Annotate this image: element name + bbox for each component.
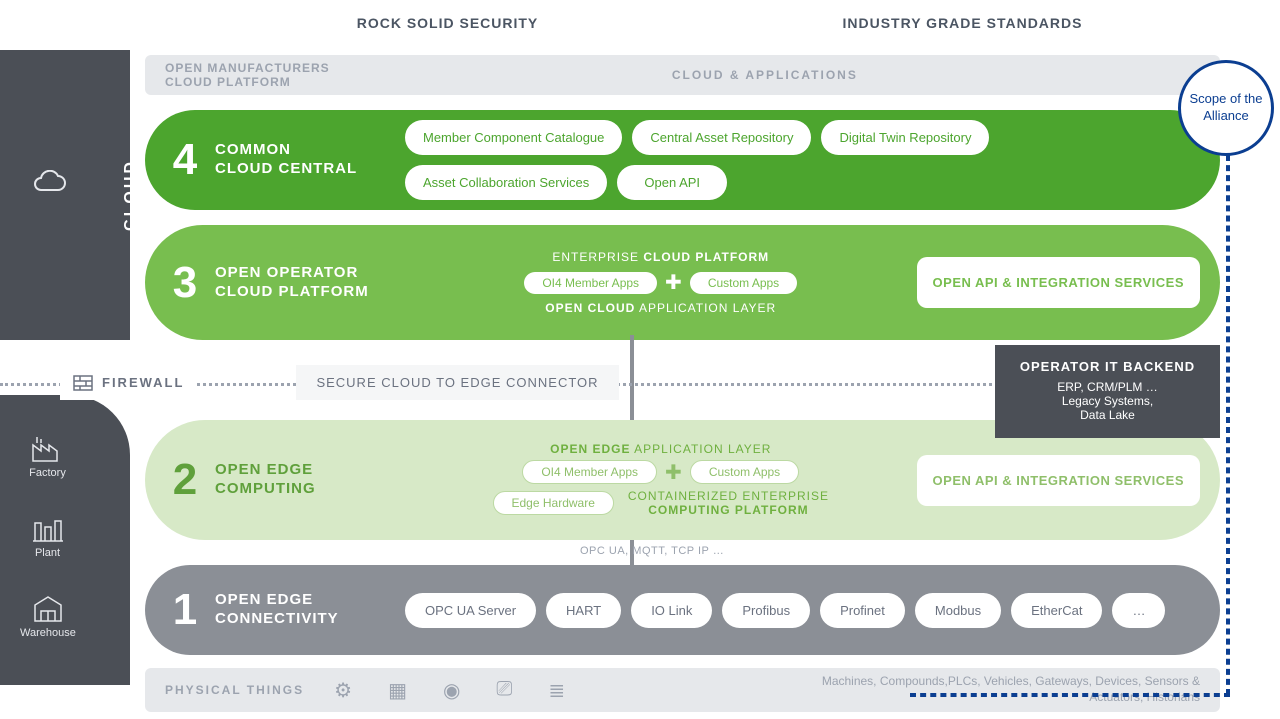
layer-4: 4 COMMON CLOUD CENTRAL Member Component … bbox=[145, 110, 1220, 210]
layer2-title: OPEN EDGE COMPUTING bbox=[215, 461, 405, 499]
device-icon: ⎚ bbox=[496, 678, 512, 703]
database-icon: ≣ bbox=[548, 678, 565, 703]
custom-apps-2: Custom Apps bbox=[690, 460, 799, 484]
it-backend-title: OPERATOR IT BACKEND bbox=[1011, 359, 1204, 374]
robot-arm-icon: ⚙ bbox=[334, 678, 352, 703]
layer2-mid: OPEN EDGE APPLICATION LAYER OI4 Member A… bbox=[405, 440, 917, 521]
rail-shop: Factory Plant Warehouse SHOP FLOOR bbox=[0, 395, 130, 685]
chip-ethercat: EtherCat bbox=[1011, 593, 1102, 628]
layer3-mid: ENTERPRISE CLOUD PLATFORM OI4 Member App… bbox=[405, 246, 917, 319]
scope-line-v bbox=[1226, 155, 1230, 695]
header-security: ROCK SOLID SECURITY bbox=[190, 0, 705, 50]
chip-more: … bbox=[1112, 593, 1165, 628]
firewall-connector: SECURE CLOUD TO EDGE CONNECTOR bbox=[296, 365, 618, 400]
it-backend: OPERATOR IT BACKEND ERP, CRM/PLM … Legac… bbox=[995, 345, 1220, 438]
firewall-icon bbox=[72, 372, 94, 394]
layer3-num: 3 bbox=[155, 258, 215, 308]
plus-icon-2: ✚ bbox=[661, 460, 686, 485]
layer4-chips: Member Component Catalogue Central Asset… bbox=[405, 120, 1200, 200]
layer1-title: OPEN EDGE CONNECTIVITY bbox=[215, 591, 405, 629]
layer1-num: 1 bbox=[155, 585, 215, 635]
layer-2: 2 OPEN EDGE COMPUTING OPEN EDGE APPLICAT… bbox=[145, 420, 1220, 540]
plus-icon: ✚ bbox=[661, 270, 686, 295]
layer3-bottom: OPEN CLOUD APPLICATION LAYER bbox=[405, 301, 917, 315]
factory-icon: Factory bbox=[20, 435, 75, 479]
top-headers: ROCK SOLID SECURITY INDUSTRY GRADE STAND… bbox=[190, 0, 1220, 50]
layer-3: 3 OPEN OPERATOR CLOUD PLATFORM ENTERPRIS… bbox=[145, 225, 1220, 340]
omcp-line1: OPEN MANUFACTURERS bbox=[165, 61, 330, 75]
chip-asset-collab: Asset Collaboration Services bbox=[405, 165, 607, 200]
layer3-top: ENTERPRISE CLOUD PLATFORM bbox=[405, 250, 917, 264]
rail-cloud-label: CLOUD bbox=[122, 159, 140, 231]
chip-opcua: OPC UA Server bbox=[405, 593, 536, 628]
layer1-chips: OPC UA Server HART IO Link Profibus Prof… bbox=[405, 593, 1200, 628]
chip-profinet: Profinet bbox=[820, 593, 905, 628]
physical-label: PHYSICAL THINGS bbox=[165, 683, 304, 697]
cloud-icon bbox=[20, 170, 75, 200]
custom-apps-3: Custom Apps bbox=[690, 272, 797, 294]
chip-modbus: Modbus bbox=[915, 593, 1001, 628]
server-icon: ▦ bbox=[388, 678, 407, 703]
rail-cloud: CLOUD bbox=[0, 50, 130, 340]
header-standards: INDUSTRY GRADE STANDARDS bbox=[705, 0, 1220, 50]
physical-bar: PHYSICAL THINGS ⚙ ▦ ◉ ⎚ ≣ Machines, Comp… bbox=[145, 668, 1220, 712]
oi4-apps-2: OI4 Member Apps bbox=[522, 460, 657, 484]
physical-icons: ⚙ ▦ ◉ ⎚ ≣ bbox=[334, 678, 565, 703]
omcp-line2: CLOUD PLATFORM bbox=[165, 75, 330, 89]
warehouse-icon: Warehouse bbox=[20, 595, 75, 639]
layer2-rightbox: OPEN API & INTEGRATION SERVICES bbox=[917, 455, 1200, 506]
physical-desc: Machines, Compounds,PLCs, Vehicles, Gate… bbox=[820, 674, 1200, 705]
layer3-title: OPEN OPERATOR CLOUD PLATFORM bbox=[215, 264, 405, 302]
scope-badge: Scope of the Alliance bbox=[1178, 60, 1274, 156]
firewall-badge: FIREWALL bbox=[60, 366, 196, 400]
camera-icon: ◉ bbox=[443, 678, 460, 703]
plant-icon: Plant bbox=[20, 515, 75, 559]
chip-member-catalogue: Member Component Catalogue bbox=[405, 120, 622, 155]
layer4-num: 4 bbox=[155, 135, 215, 185]
cloud-apps-label: CLOUD & APPLICATIONS bbox=[330, 68, 1200, 82]
layer2-top: OPEN EDGE APPLICATION LAYER bbox=[405, 442, 917, 456]
chip-iolink: IO Link bbox=[631, 593, 712, 628]
chip-hart: HART bbox=[546, 593, 621, 628]
scope-line-h bbox=[910, 693, 1230, 697]
chip-digital-twin: Digital Twin Repository bbox=[821, 120, 989, 155]
cloud-app-bar: OPEN MANUFACTURERS CLOUD PLATFORM CLOUD … bbox=[145, 55, 1220, 95]
layer2-num: 2 bbox=[155, 455, 215, 505]
edge-hardware: Edge Hardware bbox=[493, 491, 614, 515]
chip-open-api: Open API bbox=[617, 165, 727, 200]
chip-asset-repo: Central Asset Repository bbox=[632, 120, 811, 155]
layer3-rightbox: OPEN API & INTEGRATION SERVICES bbox=[917, 257, 1200, 308]
chip-profibus: Profibus bbox=[722, 593, 810, 628]
protocols: OPC UA, MQTT, TCP IP … bbox=[580, 545, 724, 557]
layer2-sub: CONTAINERIZED ENTERPRISE COMPUTING PLATF… bbox=[628, 489, 829, 517]
layer-1: 1 OPEN EDGE CONNECTIVITY OPC UA Server H… bbox=[145, 565, 1220, 655]
layer4-title: COMMON CLOUD CENTRAL bbox=[215, 141, 405, 179]
oi4-apps-3: OI4 Member Apps bbox=[524, 272, 657, 294]
